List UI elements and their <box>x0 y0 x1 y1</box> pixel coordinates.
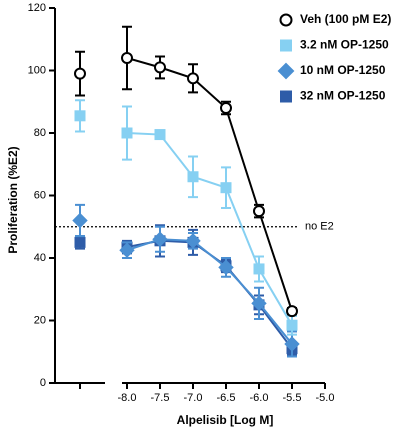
data-point <box>251 295 267 312</box>
data-point <box>218 259 234 276</box>
control-marker <box>74 110 86 122</box>
data-point <box>220 182 232 194</box>
data-point <box>154 129 166 141</box>
series-line <box>126 132 293 326</box>
x-tick-label: -5.5 <box>283 392 302 404</box>
legend-label: Veh (100 pM E2) <box>300 12 391 26</box>
data-point <box>121 52 133 64</box>
x-axis-label: Alpelisib [Log M] <box>177 413 274 427</box>
x-tick-label: -7.5 <box>151 392 170 404</box>
x-tick-label: -6.5 <box>217 392 236 404</box>
y-tick-label: 20 <box>34 314 46 326</box>
data-point <box>187 171 199 183</box>
y-tick-label: 80 <box>34 127 46 139</box>
legend-marker <box>280 39 292 52</box>
y-axis-label: Proliferation (%E2) <box>6 146 20 253</box>
x-tick-label: -8.0 <box>118 392 137 404</box>
data-point <box>286 305 298 318</box>
control-marker <box>74 67 86 80</box>
control-marker <box>74 236 86 248</box>
data-point <box>185 233 201 249</box>
data-point <box>286 319 298 331</box>
legend-marker <box>280 90 292 103</box>
x-tick-label: -7.0 <box>184 392 203 404</box>
data-point <box>253 263 265 275</box>
y-tick-label: 100 <box>28 64 46 76</box>
y-tick-label: 120 <box>28 2 46 14</box>
series-line <box>126 239 293 350</box>
legend-marker <box>277 62 295 80</box>
data-point <box>220 102 232 114</box>
data-point <box>154 61 166 74</box>
legend-label: 32 nM OP-1250 <box>300 89 386 103</box>
data-point <box>152 231 168 247</box>
data-point <box>187 72 199 85</box>
series-line <box>126 57 293 312</box>
legend-marker <box>279 13 293 27</box>
y-tick-label: 40 <box>34 252 46 264</box>
series-line <box>126 238 293 345</box>
x-tick-label: -6.0 <box>250 392 269 404</box>
data-point <box>253 205 265 218</box>
data-point <box>121 127 133 139</box>
y-tick-label: 60 <box>34 189 46 201</box>
legend-label: 3.2 nM OP-1250 <box>300 38 389 52</box>
data-point <box>119 242 135 258</box>
legend-label: 10 nM OP-1250 <box>300 63 386 77</box>
x-tick-label: -5.0 <box>316 392 335 404</box>
control-marker <box>72 212 88 229</box>
reference-label: no E2 <box>305 221 334 233</box>
data-point <box>284 336 300 352</box>
y-tick-label: 0 <box>40 377 46 389</box>
